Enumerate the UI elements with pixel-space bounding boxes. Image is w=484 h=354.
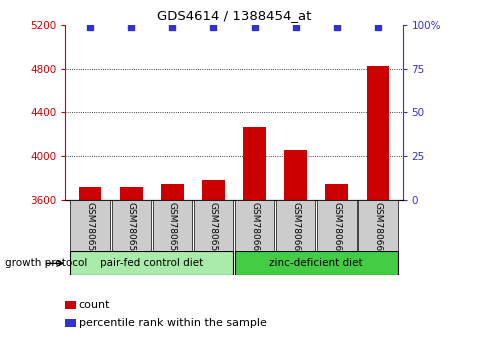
Point bbox=[86, 24, 94, 29]
Point bbox=[168, 24, 176, 29]
Bar bbox=[325, 184, 348, 200]
Text: count: count bbox=[78, 300, 110, 310]
Point bbox=[373, 24, 381, 29]
FancyBboxPatch shape bbox=[70, 200, 110, 251]
Title: GDS4614 / 1388454_at: GDS4614 / 1388454_at bbox=[156, 9, 311, 22]
Bar bbox=[161, 184, 183, 200]
Text: GSM780660: GSM780660 bbox=[250, 201, 258, 257]
Point bbox=[332, 24, 340, 29]
FancyBboxPatch shape bbox=[152, 200, 192, 251]
Text: GSM780658: GSM780658 bbox=[167, 201, 177, 257]
Text: growth protocol: growth protocol bbox=[5, 258, 87, 268]
FancyBboxPatch shape bbox=[70, 251, 233, 275]
Bar bbox=[202, 180, 224, 200]
Bar bbox=[366, 67, 388, 200]
Text: pair-fed control diet: pair-fed control diet bbox=[100, 258, 203, 268]
Text: GSM780663: GSM780663 bbox=[373, 201, 381, 257]
FancyBboxPatch shape bbox=[234, 251, 397, 275]
FancyBboxPatch shape bbox=[193, 200, 233, 251]
Text: percentile rank within the sample: percentile rank within the sample bbox=[78, 318, 266, 328]
Point bbox=[250, 24, 258, 29]
Bar bbox=[65, 301, 76, 309]
FancyBboxPatch shape bbox=[234, 200, 274, 251]
Point bbox=[291, 24, 299, 29]
Bar bbox=[120, 187, 142, 200]
Bar bbox=[79, 187, 101, 200]
FancyBboxPatch shape bbox=[357, 200, 397, 251]
Text: zinc-deficient diet: zinc-deficient diet bbox=[269, 258, 363, 268]
Text: GSM780659: GSM780659 bbox=[209, 201, 217, 257]
Bar bbox=[65, 319, 76, 327]
FancyBboxPatch shape bbox=[275, 200, 315, 251]
Text: GSM780656: GSM780656 bbox=[86, 201, 94, 257]
Text: GSM780661: GSM780661 bbox=[290, 201, 300, 257]
Point bbox=[127, 24, 135, 29]
Point bbox=[209, 24, 217, 29]
FancyBboxPatch shape bbox=[111, 200, 151, 251]
FancyBboxPatch shape bbox=[317, 200, 356, 251]
Text: GSM780662: GSM780662 bbox=[332, 201, 341, 256]
Bar bbox=[284, 150, 306, 200]
Text: GSM780657: GSM780657 bbox=[126, 201, 136, 257]
Bar bbox=[243, 127, 265, 200]
